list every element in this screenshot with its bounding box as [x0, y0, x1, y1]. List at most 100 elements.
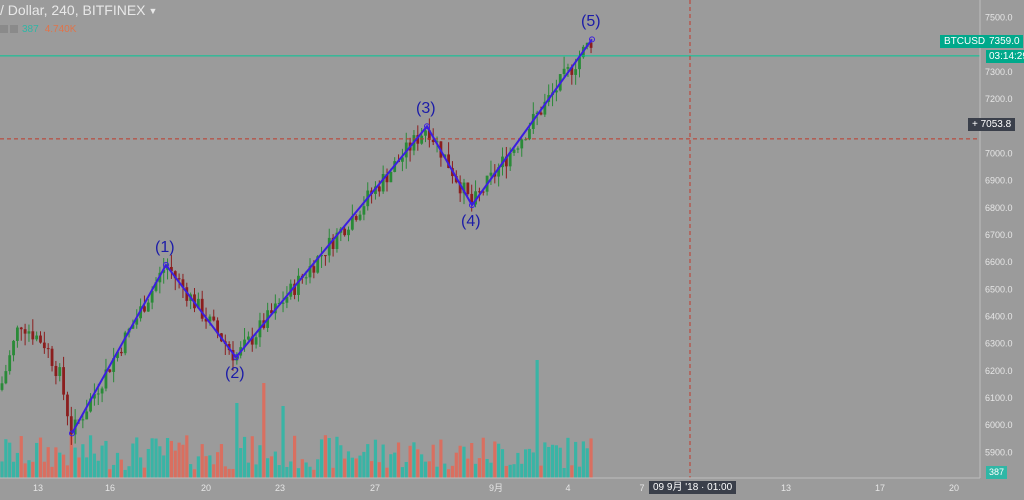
eye-icon[interactable]: [0, 25, 8, 34]
candle-body: [12, 340, 15, 356]
candle-body: [204, 318, 208, 322]
volume-bar: [254, 464, 258, 478]
volume-bar: [327, 438, 331, 478]
volume-bar: [42, 461, 46, 478]
candle-body: [416, 135, 420, 144]
candle-body: [81, 419, 85, 421]
volume-bar: [165, 437, 170, 478]
volume-bar: [293, 435, 297, 478]
volume-bar: [281, 406, 285, 478]
candle-body: [347, 229, 350, 236]
candle-body: [0, 383, 4, 390]
volume-bar: [308, 466, 312, 478]
candle-body: [39, 335, 42, 343]
candle-body: [562, 68, 566, 75]
wave-point: [469, 202, 475, 209]
volume-value: 387: [22, 24, 39, 35]
candle-body: [462, 182, 466, 194]
volume-bar: [192, 469, 197, 478]
candle-body: [512, 149, 516, 153]
volume-bar: [500, 449, 505, 478]
volume-bar: [316, 459, 320, 478]
candle-body: [381, 173, 385, 192]
volume-bar: [485, 458, 489, 478]
volume-bar: [473, 463, 478, 478]
volume-bar: [477, 458, 481, 478]
candle-body: [243, 339, 246, 348]
volume-bar: [304, 462, 308, 478]
settings-icon[interactable]: [10, 25, 18, 34]
volume-bar: [531, 452, 535, 478]
volume-bar: [562, 467, 566, 478]
candle-body: [516, 148, 520, 150]
wave-point: [424, 123, 430, 130]
volume-bar: [466, 458, 470, 478]
plus-icon[interactable]: +: [972, 119, 978, 130]
candle-body: [327, 237, 331, 256]
candle-body: [277, 302, 281, 304]
volume-bar: [524, 449, 528, 478]
volume-bar: [458, 445, 462, 478]
volume-bar: [8, 442, 12, 478]
volume-bar: [158, 446, 162, 478]
volume-bar: [512, 464, 516, 478]
candle-body: [27, 331, 31, 334]
candle-body: [389, 171, 393, 183]
volume-bar: [358, 455, 362, 478]
volume-bar: [354, 458, 358, 478]
candle-body: [539, 112, 543, 115]
volume-bar: [73, 447, 77, 478]
volume-bar: [104, 440, 108, 478]
volume-bar: [504, 465, 508, 478]
candle-body: [150, 290, 154, 303]
price-tick: 7500.0: [985, 13, 1013, 23]
volume-bar: [169, 440, 173, 478]
candle-body: [196, 298, 200, 309]
chevron-down-icon[interactable]: ▼: [148, 6, 158, 17]
volume-bar: [527, 448, 532, 478]
candle-body: [574, 69, 578, 75]
candle-body: [420, 135, 424, 144]
volume-bar: [235, 403, 239, 478]
candle-body: [93, 394, 96, 399]
price-tick: 6300.0: [985, 339, 1013, 349]
candle-body: [335, 232, 339, 250]
volume-bar: [123, 469, 127, 478]
candle-body: [112, 358, 116, 372]
crosshair-price: 7053.8: [980, 119, 1012, 130]
volume-bar: [46, 447, 50, 478]
wave-label: (3): [416, 100, 436, 118]
candle-body: [66, 394, 69, 417]
volume-bar: [108, 469, 112, 478]
symbol-title[interactable]: / Dollar, 240, BITFINEX: [0, 2, 146, 18]
volume-bar: [246, 462, 250, 478]
volume-bar: [227, 468, 231, 478]
candle-body: [200, 298, 204, 319]
time-tick: 7: [639, 483, 644, 493]
candle-body: [435, 141, 439, 143]
volume-bar: [181, 444, 185, 478]
time-tick: 13: [781, 483, 791, 493]
volume-bar: [450, 465, 455, 478]
volume-bar: [96, 460, 100, 478]
candle-body: [35, 335, 39, 340]
volume-bar: [535, 360, 539, 478]
volume-bar: [289, 461, 293, 478]
candle-body: [96, 393, 100, 395]
candle-body: [250, 336, 254, 345]
candle-body: [16, 327, 19, 341]
volume-bar: [581, 441, 585, 478]
volume-bar: [439, 439, 443, 478]
time-tick: 13: [33, 483, 43, 493]
candle-body: [116, 351, 119, 359]
candle-body: [320, 255, 323, 257]
candle-body: [570, 67, 574, 75]
candle-body: [489, 172, 493, 176]
time-tick: 16: [105, 483, 115, 493]
chart-title[interactable]: / Dollar, 240, BITFINEX ▼: [0, 2, 157, 18]
candle-body: [447, 154, 450, 169]
candle-body: [350, 216, 354, 230]
candle-body: [123, 332, 127, 354]
volume-bar: [258, 445, 262, 478]
